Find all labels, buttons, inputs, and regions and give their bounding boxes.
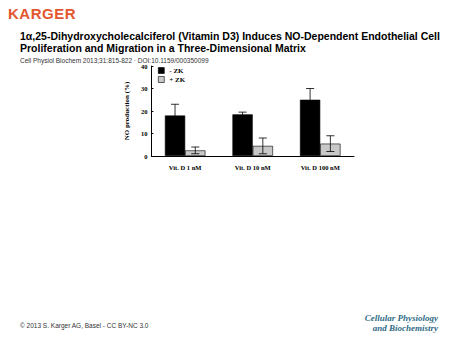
html-text:KARGER: KARGER bbox=[8, 5, 76, 22]
svg-text:- ZK: - ZK bbox=[169, 67, 184, 75]
svg-text:20: 20 bbox=[141, 108, 148, 115]
svg-text:Vit. D 10 nM: Vit. D 10 nM bbox=[235, 164, 271, 171]
html-text:Cellular Physiology and Bioche: Cellular Physiology and Biochemistry bbox=[364, 313, 438, 333]
svg-text:30: 30 bbox=[141, 85, 148, 92]
svg-text:10: 10 bbox=[141, 130, 148, 137]
svg-text:Vit. D 1 nM: Vit. D 1 nM bbox=[169, 164, 202, 171]
svg-text:40: 40 bbox=[141, 63, 148, 70]
html-text:1α,25-Dihydroxycholecalciferol: 1α,25-Dihydroxycholecalciferol (Vitamin … bbox=[20, 30, 440, 54]
html-text:© 2013 S. Karger AG, Basel - C: © 2013 S. Karger AG, Basel - CC BY-NC 3.… bbox=[20, 322, 149, 329]
html-text:Cell Physiol Biochem 2013;31:8: Cell Physiol Biochem 2013;31:815-822 · D… bbox=[20, 57, 209, 64]
svg-text:+ ZK: + ZK bbox=[169, 76, 185, 84]
svg-text:NO production (%): NO production (%) bbox=[123, 81, 131, 140]
svg-text:Vit. D 100 nM: Vit. D 100 nM bbox=[301, 164, 340, 171]
svg-text:0: 0 bbox=[144, 153, 147, 160]
